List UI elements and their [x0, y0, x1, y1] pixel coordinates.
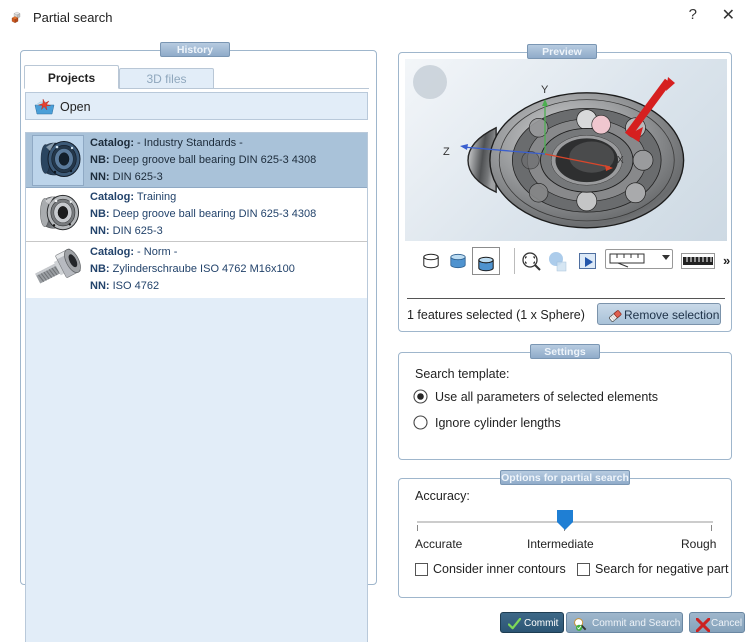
svg-text:Y: Y: [541, 84, 549, 96]
svg-text:Z: Z: [443, 146, 450, 158]
svg-text:X: X: [617, 155, 624, 166]
